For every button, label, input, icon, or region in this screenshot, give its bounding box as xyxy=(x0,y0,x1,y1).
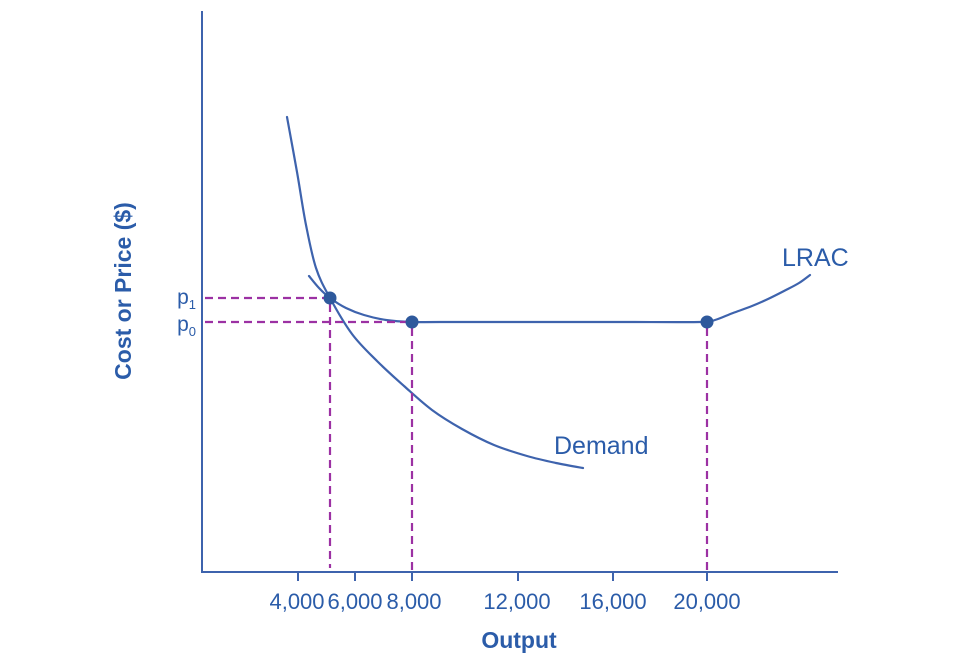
x-axis-tick-label: 12,000 xyxy=(483,589,550,614)
x-axis-tick-label: 8,000 xyxy=(386,589,441,614)
chart-curves-layer xyxy=(205,115,812,570)
demand-curve xyxy=(285,115,585,470)
x-axis-tick-label: 4,000 xyxy=(269,589,324,614)
x-axis-ticks xyxy=(297,572,708,581)
axes-lines xyxy=(201,11,838,573)
p1-label: p1 xyxy=(177,286,196,312)
lrac-curve xyxy=(307,273,812,324)
x-axis-tick-label: 6,000 xyxy=(327,589,382,614)
p0-label: p0 xyxy=(177,313,196,339)
p0-label-base: p xyxy=(177,313,189,336)
lrac-curve-label: LRAC xyxy=(782,244,849,272)
x-axis-tick-labels: 4,000 6,000 8,000 12,000 16,000 20,000 xyxy=(269,589,740,614)
point-lrac-flat-start-8000 xyxy=(405,315,419,329)
x-axis-tick-label: 20,000 xyxy=(673,589,740,614)
p1-label-subscript: 1 xyxy=(189,297,196,312)
p1-label-base: p xyxy=(177,286,189,309)
demand-curve-label: Demand xyxy=(554,432,649,460)
point-lrac-flat-end-20000 xyxy=(700,315,714,329)
x-axis-title: Output xyxy=(481,627,557,653)
y-axis-title: Cost or Price ($) xyxy=(110,202,136,380)
p0-label-subscript: 0 xyxy=(189,324,196,339)
point-demand-lrac-intersection xyxy=(323,291,337,305)
x-axis-tick-label: 16,000 xyxy=(579,589,646,614)
